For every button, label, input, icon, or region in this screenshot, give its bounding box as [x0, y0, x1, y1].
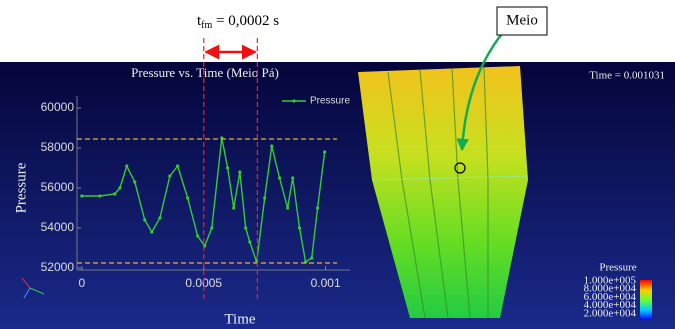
- x-tick-label: 0: [79, 276, 86, 290]
- data-point: [226, 166, 229, 169]
- chart-title: Pressure vs. Time (Meio Pá): [131, 65, 279, 80]
- legend-label: Pressure: [310, 96, 350, 107]
- data-point: [125, 164, 128, 167]
- y-tick-label: 58000: [41, 140, 75, 154]
- y-tick-label: 60000: [41, 100, 75, 114]
- window-label-rest: = 0,0002 s: [212, 13, 279, 29]
- window-label-sub: fm: [201, 20, 212, 31]
- colorbar-title: Pressure: [599, 262, 636, 274]
- data-point: [298, 226, 301, 229]
- window-label: tfm = 0,0002 s: [197, 13, 279, 31]
- data-point: [244, 226, 247, 229]
- data-point: [80, 194, 83, 197]
- y-tick-label: 52000: [41, 260, 75, 274]
- legend-marker: [292, 99, 295, 102]
- data-point: [270, 144, 273, 147]
- data-point: [232, 206, 235, 209]
- data-point: [238, 170, 241, 173]
- time-stamp: Time = 0.001031: [589, 70, 665, 82]
- data-point: [143, 218, 146, 221]
- data-point: [98, 194, 101, 197]
- colorbar-label: 2.000e+004: [584, 307, 637, 319]
- data-point: [291, 176, 294, 179]
- data-point: [278, 176, 281, 179]
- data-point: [113, 192, 116, 195]
- data-point: [133, 180, 136, 183]
- data-point: [168, 174, 171, 177]
- data-point: [248, 240, 251, 243]
- callout-label: Meio: [506, 12, 538, 28]
- colorbar: [640, 280, 652, 320]
- data-point: [316, 206, 319, 209]
- data-point: [150, 230, 153, 233]
- y-tick-label: 56000: [41, 180, 75, 194]
- data-point: [286, 206, 289, 209]
- y-axis-label: Pressure: [13, 162, 29, 213]
- data-point: [186, 196, 189, 199]
- data-point: [323, 150, 326, 153]
- y-tick-label: 54000: [41, 220, 75, 234]
- x-tick-label: 0.001: [311, 276, 341, 290]
- data-point: [118, 186, 121, 189]
- data-point: [158, 216, 161, 219]
- data-point: [310, 256, 313, 259]
- data-point: [210, 226, 213, 229]
- data-point: [176, 164, 179, 167]
- data-point: [263, 196, 266, 199]
- figure: Meio tfm = 0,0002 s Pressure vs. Time (M…: [0, 0, 675, 329]
- data-point: [196, 234, 199, 237]
- x-axis-label: Time: [224, 311, 255, 327]
